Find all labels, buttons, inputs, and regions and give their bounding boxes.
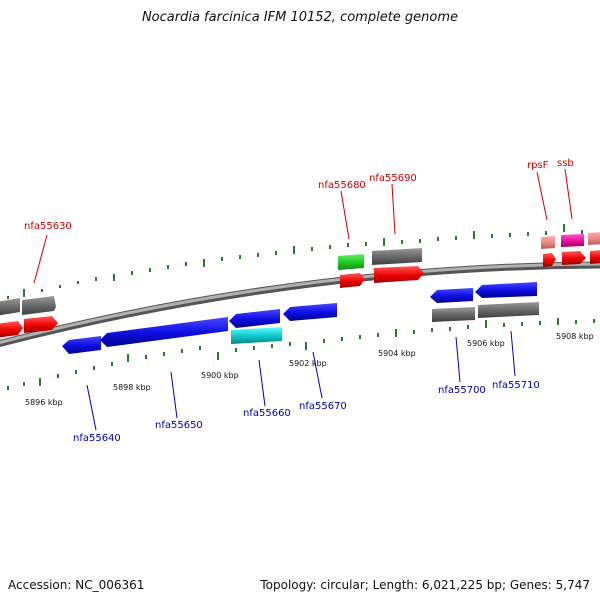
gene-label-nfa55710[interactable]: nfa55710 (492, 380, 540, 391)
gene-arrow-red[interactable] (543, 253, 556, 267)
gene-label-ssb[interactable]: ssb (557, 158, 574, 169)
gene-arrow-nfa55670[interactable] (283, 303, 337, 321)
topology-text: Topology: circular; Length: 6,021,225 bp… (260, 578, 590, 592)
gene-label-nfa55660[interactable]: nfa55660 (243, 408, 291, 419)
gene-arrow-red[interactable] (562, 251, 586, 265)
gene-arrow-gray[interactable] (0, 298, 20, 316)
gene-arrow-nfa55680[interactable] (338, 254, 364, 270)
genome-title: Nocardia farcinica IFM 10152, complete g… (141, 10, 459, 25)
reverse-tick-track (7, 318, 595, 390)
gene-arrow-nfa55630[interactable] (24, 316, 58, 333)
gene-arrow-nfa55640[interactable] (62, 336, 101, 354)
gene-arrow-gray[interactable] (478, 302, 539, 318)
genome-backbone-highlight (0, 262, 600, 344)
gene-arrow-cyan[interactable] (231, 327, 282, 344)
gene-label-nfa55640[interactable]: nfa55640 (73, 433, 121, 444)
kbp-label: 5908 kbp (556, 332, 594, 341)
kbp-labels: 5896 kbp 5898 kbp 5900 kbp 5902 kbp 5904… (25, 332, 594, 407)
kbp-label: 5900 kbp (201, 371, 239, 380)
gene-arrow-nfa55650[interactable] (100, 317, 228, 347)
gene-label-nfa55650[interactable]: nfa55650 (155, 420, 203, 431)
gene-arrow-pink[interactable] (588, 232, 600, 245)
reverse-gene-labels: nfa55640 nfa55650 nfa55660 nfa55670 nfa5… (73, 380, 540, 444)
gene-arrow-red[interactable] (374, 266, 424, 283)
gene-arrow-nfa55700[interactable] (430, 288, 473, 303)
gene-arrow-nfa55660[interactable] (229, 309, 280, 328)
gene-arrow-rpsF[interactable] (541, 236, 555, 249)
forward-gene-labels: nfa55630 nfa55680 nfa55690 rpsF ssb (24, 158, 574, 232)
reverse-leader-lines (86, 330, 516, 431)
kbp-label: 5904 kbp (378, 349, 416, 358)
gene-label-rpsF[interactable]: rpsF (527, 160, 549, 171)
gene-label-nfa55670[interactable]: nfa55670 (299, 401, 347, 412)
forward-tick-track (7, 224, 583, 299)
gene-label-nfa55630[interactable]: nfa55630 (24, 221, 72, 232)
gene-arrow-nfa55710[interactable] (475, 282, 537, 298)
gene-arrow-gray[interactable] (432, 307, 475, 322)
gene-arrow-nfa55690[interactable] (372, 248, 422, 265)
gene-arrow-gray[interactable] (22, 296, 56, 315)
gene-label-nfa55700[interactable]: nfa55700 (438, 385, 486, 396)
gene-arrow-red[interactable] (0, 321, 23, 338)
kbp-label: 5902 kbp (289, 359, 327, 368)
kbp-label: 5898 kbp (113, 383, 151, 392)
gene-arrow-ssb[interactable] (561, 234, 584, 247)
kbp-label: 5896 kbp (25, 398, 63, 407)
gene-label-nfa55690[interactable]: nfa55690 (369, 173, 417, 184)
forward-leader-lines (33, 168, 573, 284)
gene-label-nfa55680[interactable]: nfa55680 (318, 180, 366, 191)
accession-text: Accession: NC_006361 (8, 578, 145, 592)
kbp-label: 5906 kbp (467, 339, 505, 348)
gene-arrow-red[interactable] (340, 273, 365, 288)
gene-arrow-red[interactable] (590, 250, 600, 264)
